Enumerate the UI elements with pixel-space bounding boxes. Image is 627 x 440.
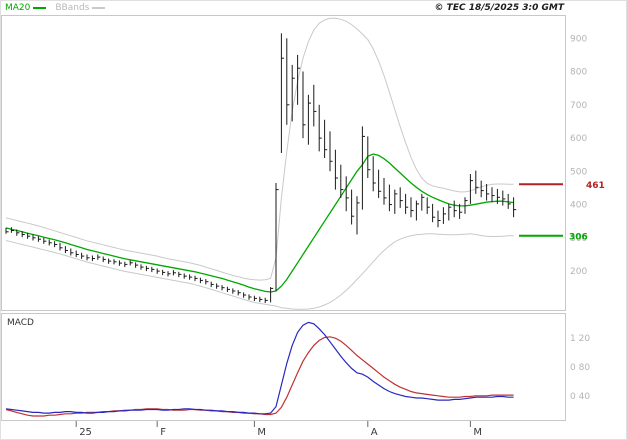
legend: MA20 BBands [5,3,114,14]
x-axis-label: M [257,427,266,438]
price-axis-label: 900 [570,34,587,44]
x-axis-label: A [371,427,378,438]
price-axis-label: 300 [570,234,587,244]
price-axis-label: 600 [570,134,587,144]
x-axis-label: 25 [79,427,92,438]
level-label-306: 306 [569,232,588,242]
macd-panel-frame [1,313,566,421]
x-axis-label: M [473,427,482,438]
ma20-line [5,153,514,293]
macd-axis-label: 0 80 [570,363,590,373]
signal-line [5,336,514,417]
x-axis-label: F [160,427,166,438]
legend-bbands-label: BBands [55,3,90,13]
macd-panel-label: MACD [7,318,34,328]
price-axis-label: 200 [570,267,587,277]
bbands-line-sample-icon [92,6,106,9]
price-axis-label: 400 [570,201,587,211]
price-bars [5,33,517,303]
level-label-461: 461 [586,181,605,191]
macd-axis-label: 1 20 [570,334,590,344]
ma20-line-sample-icon [33,6,47,9]
bb_upper-line [5,17,514,281]
price-axis-label: 500 [570,167,587,177]
copyright-text: © TEC 18/5/2025 3:0 GMT [434,3,564,13]
bb_lower-line [5,233,514,310]
price-axis-label: 800 [570,68,587,78]
macd-line [5,321,514,415]
price-panel-frame [1,15,566,311]
price-axis-label: 700 [570,101,587,111]
macd-axis-label: 0 40 [570,392,590,402]
legend-ma20-label: MA20 [5,3,31,13]
